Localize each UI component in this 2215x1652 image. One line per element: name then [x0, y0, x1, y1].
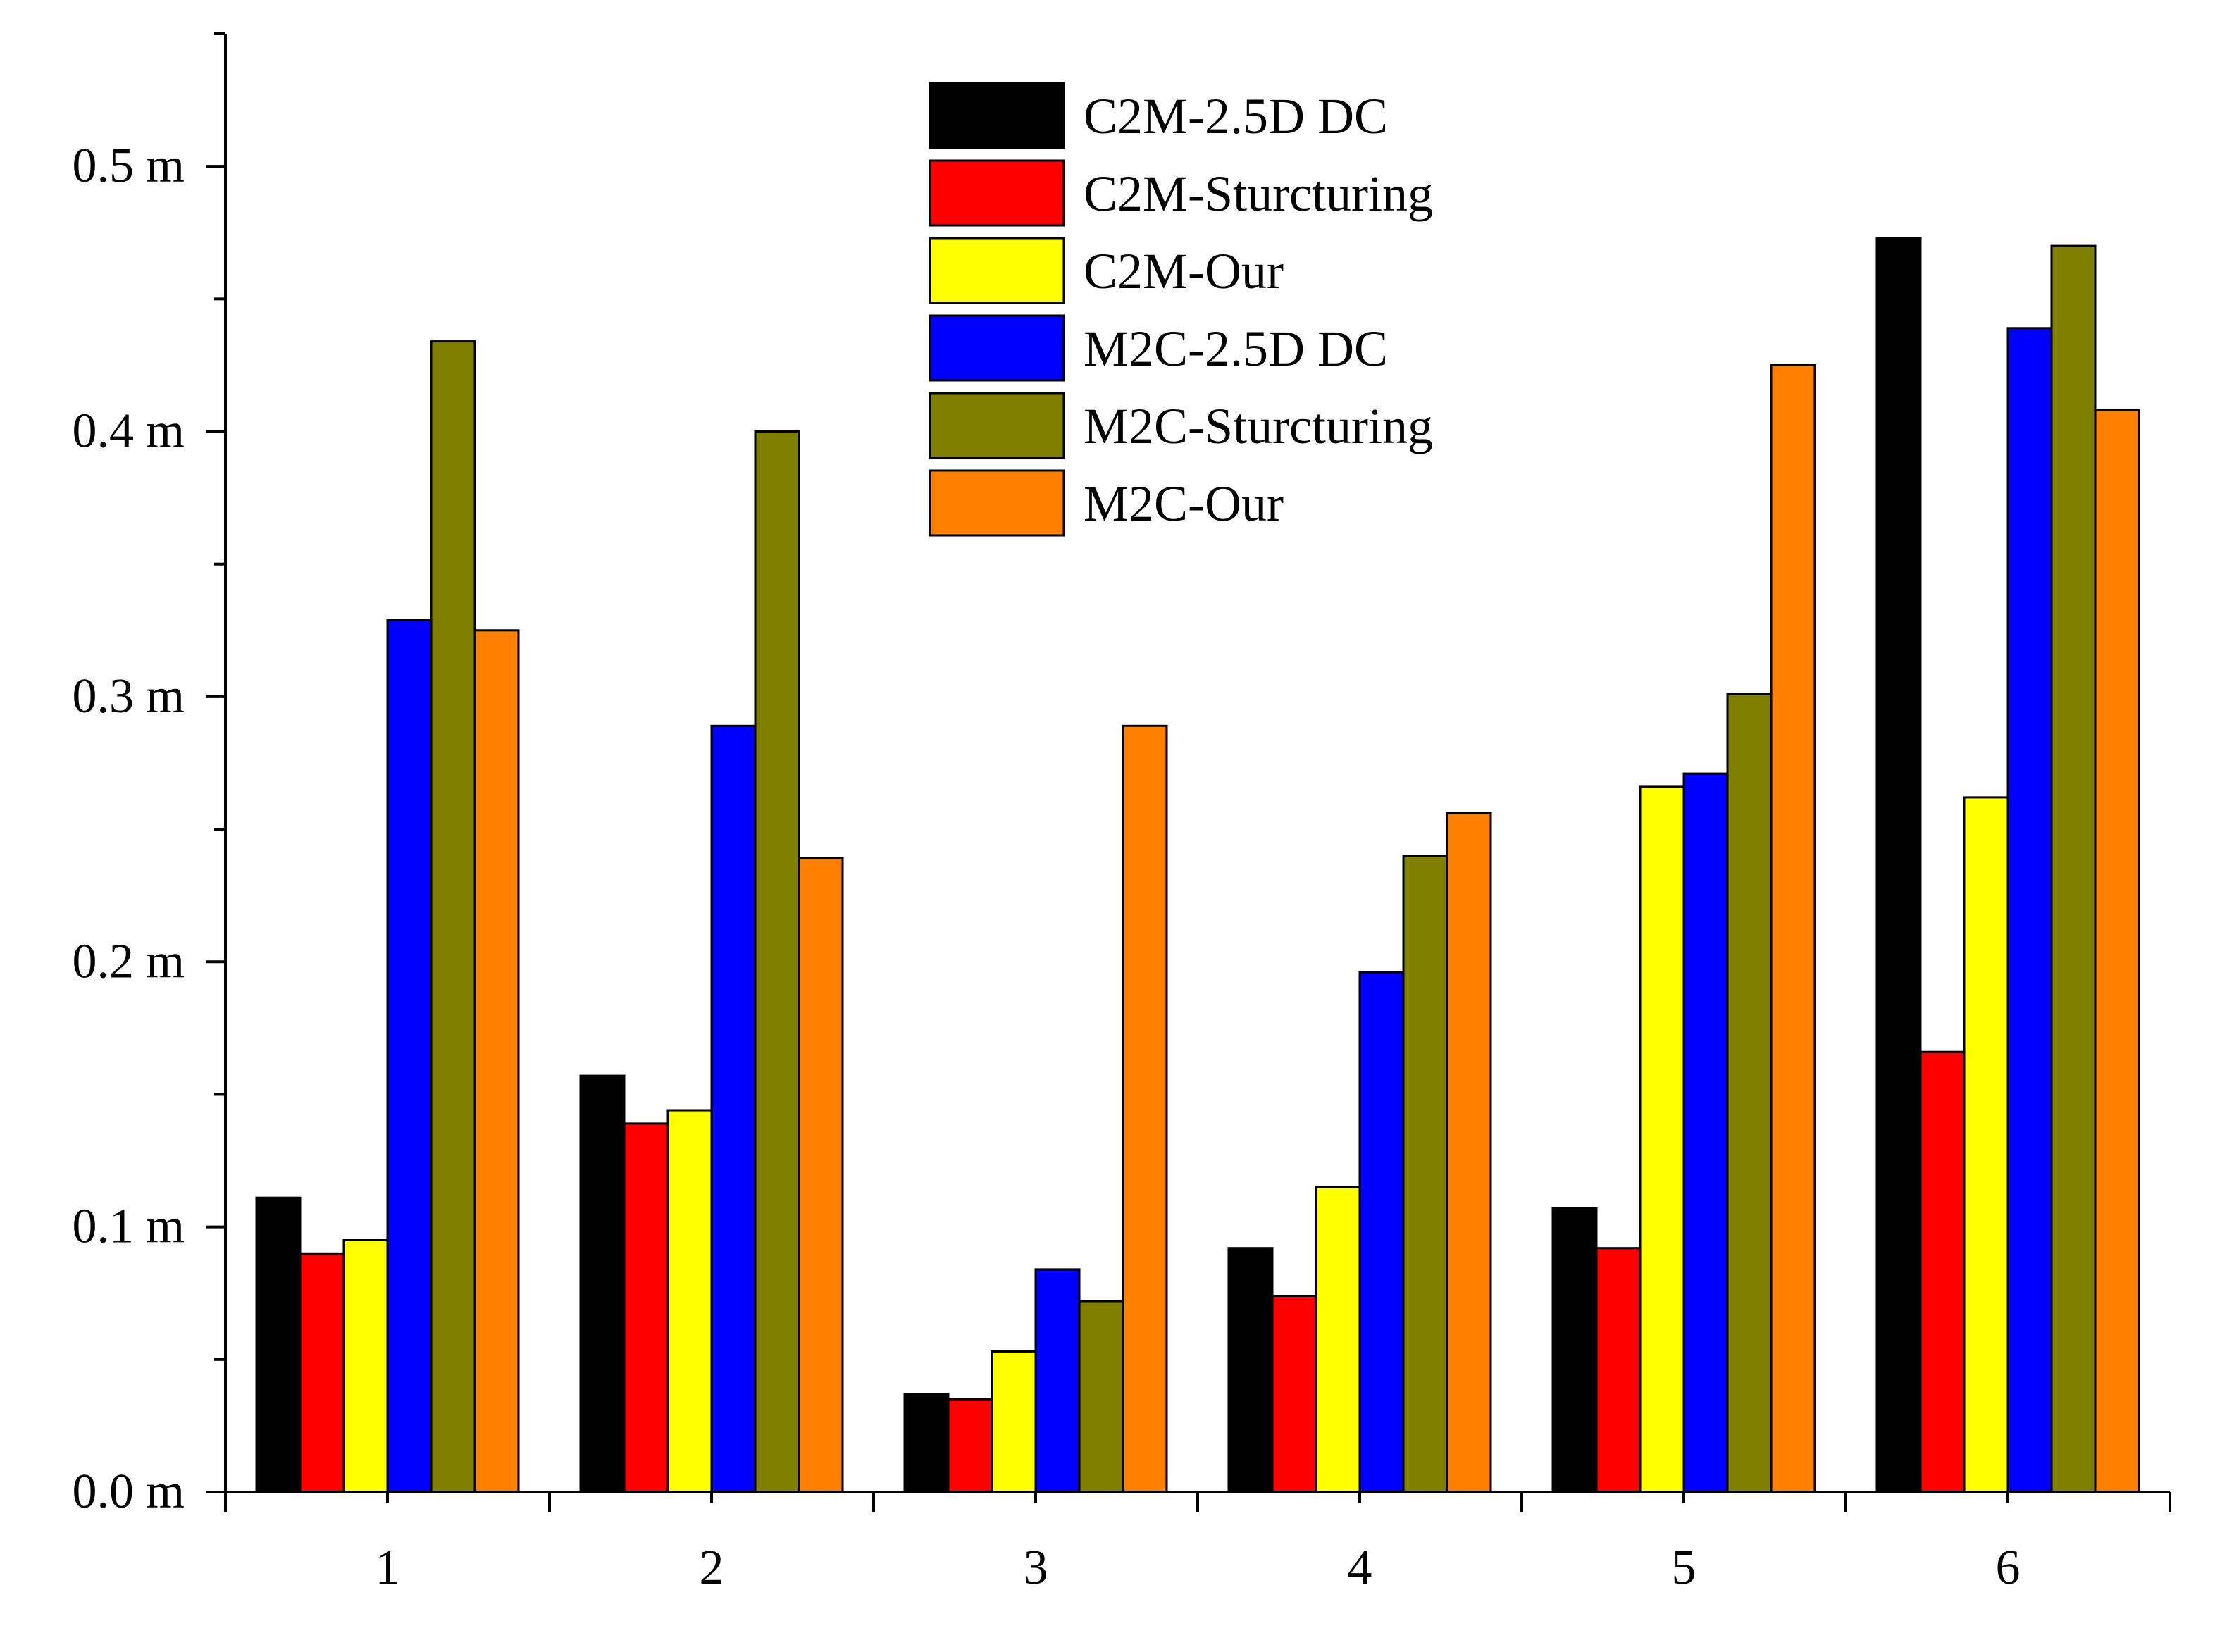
y-tick-label: 0.2 m — [73, 934, 185, 988]
bar-m2c-our-5 — [1770, 364, 1816, 1493]
x-tick-label: 6 — [1996, 1541, 2021, 1595]
bar-m2c-2-5d-dc-3 — [1034, 1268, 1081, 1493]
legend-label: C2M-Our — [1084, 243, 1284, 299]
bar-m2c-our-3 — [1122, 724, 1168, 1493]
bar-m2c-2-5d-dc-6 — [2006, 327, 2053, 1493]
legend-label: M2C-2.5D DC — [1084, 321, 1388, 377]
bar-m2c-our-2 — [798, 857, 844, 1493]
legend-swatch-c2m-our — [929, 237, 1065, 304]
x-tick-label: 3 — [1024, 1541, 1048, 1595]
legend-swatch-m2c-sturcturing — [929, 392, 1065, 459]
bar-c2m-sturcturing-1 — [299, 1252, 345, 1493]
y-tick-label: 0.0 m — [73, 1465, 185, 1519]
bar-m2c-2-5d-dc-5 — [1682, 772, 1729, 1493]
bar-m2c-sturcturing-3 — [1078, 1300, 1124, 1493]
bar-c2m-our-5 — [1639, 785, 1685, 1493]
bar-c2m-our-1 — [342, 1239, 389, 1493]
bar-c2m-2-5d-dc-3 — [903, 1393, 950, 1493]
bar-c2m-2-5d-dc-5 — [1551, 1207, 1598, 1493]
bar-c2m-2-5d-dc-6 — [1875, 237, 1922, 1493]
bar-m2c-our-6 — [2094, 409, 2140, 1493]
bar-m2c-2-5d-dc-1 — [386, 619, 433, 1493]
bar-m2c-2-5d-dc-2 — [710, 724, 757, 1493]
bar-m2c-sturcturing-2 — [754, 430, 800, 1493]
legend-label: C2M-2.5D DC — [1084, 88, 1388, 144]
legend-label: M2C-Sturcturing — [1084, 398, 1433, 454]
x-tick-label: 4 — [1348, 1541, 1372, 1595]
legend-label: C2M-Sturcturing — [1084, 166, 1433, 222]
bar-c2m-our-3 — [991, 1350, 1037, 1493]
bar-m2c-sturcturing-1 — [430, 340, 476, 1493]
bar-c2m-sturcturing-3 — [947, 1398, 993, 1493]
x-tick-label: 5 — [1672, 1541, 1696, 1595]
legend-label: M2C-Our — [1084, 476, 1284, 532]
bar-c2m-2-5d-dc-2 — [579, 1074, 626, 1493]
bar-m2c-2-5d-dc-4 — [1358, 971, 1405, 1493]
legend-swatch-c2m-2-5d-dc — [929, 82, 1065, 149]
bar-m2c-our-4 — [1446, 812, 1492, 1493]
x-tick-label: 2 — [700, 1541, 724, 1595]
x-tick-label: 1 — [376, 1541, 400, 1595]
bar-c2m-2-5d-dc-1 — [255, 1196, 302, 1493]
y-tick-label: 0.5 m — [73, 139, 185, 193]
bar-m2c-sturcturing-6 — [2050, 244, 2097, 1493]
bar-c2m-sturcturing-4 — [1271, 1295, 1317, 1493]
y-tick-label: 0.1 m — [73, 1200, 185, 1254]
bar-c2m-sturcturing-5 — [1595, 1247, 1642, 1493]
bar-m2c-sturcturing-4 — [1402, 855, 1448, 1493]
y-tick-label: 0.3 m — [73, 669, 185, 723]
bar-c2m-our-2 — [666, 1109, 713, 1493]
legend-swatch-m2c-2-5d-dc — [929, 314, 1065, 382]
bar-c2m-sturcturing-2 — [623, 1122, 669, 1493]
bar-m2c-our-1 — [473, 629, 520, 1493]
legend-swatch-m2c-our — [929, 469, 1065, 537]
legend-swatch-c2m-sturcturing — [929, 159, 1065, 227]
bar-c2m-sturcturing-6 — [1919, 1050, 1966, 1493]
bar-c2m-our-6 — [1963, 796, 2009, 1493]
bar-c2m-2-5d-dc-4 — [1227, 1247, 1274, 1493]
bar-c2m-our-4 — [1315, 1186, 1361, 1493]
bar-m2c-sturcturing-5 — [1726, 693, 1773, 1493]
y-tick-label: 0.4 m — [73, 404, 185, 459]
